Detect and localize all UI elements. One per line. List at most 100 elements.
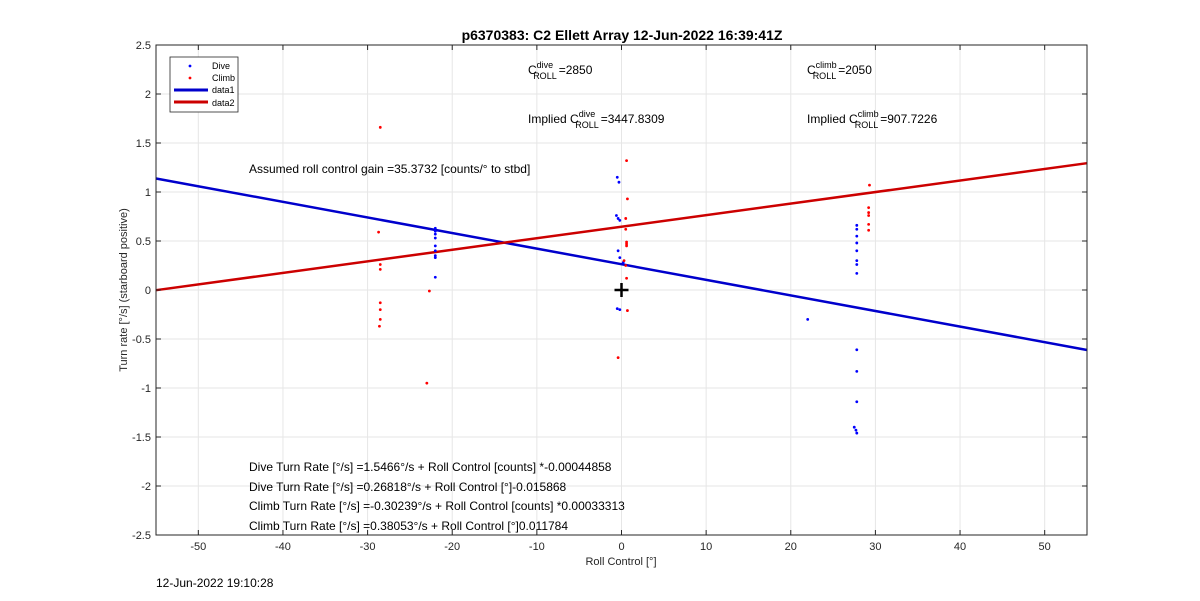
data-point-dive (618, 308, 622, 311)
data-point-dive (855, 431, 859, 435)
data-point-dive (433, 236, 437, 240)
data-point-climb (625, 159, 628, 163)
x-tick-label: 50 (1039, 541, 1051, 553)
data-point-dive (855, 223, 859, 227)
data-point-dive (855, 249, 859, 253)
fit-line-data1 (155, 177, 1088, 352)
equation-dive-counts: Dive Turn Rate [°/s] =1.5466°/s + Roll C… (249, 460, 612, 474)
y-tick-label: 2.5 (136, 40, 151, 52)
data-point-climb (427, 289, 431, 293)
data-point-climb (378, 268, 382, 271)
data-point-climb (624, 264, 628, 267)
data-point-dive (616, 249, 620, 253)
y-tick-label: -0.5 (132, 334, 151, 346)
data-point-dive (855, 227, 859, 231)
annotation-implied-c-roll-dive: Implied Cdive ROLL =3447.8309 (528, 109, 665, 130)
x-tick-label: 30 (869, 541, 881, 553)
data-point-dive (433, 226, 437, 230)
chart-title: p6370383: C2 Ellett Array 12-Jun-2022 16… (462, 27, 783, 43)
x-tick-label: 10 (700, 541, 712, 553)
data-point-climb (626, 197, 629, 201)
data-point-dive (615, 175, 619, 179)
annotation-implied-c-roll-climb: Implied Cclimb ROLL =907.7226 (807, 109, 938, 130)
data-point-dive (855, 263, 859, 266)
data-point-climb (867, 211, 871, 214)
x-tick-label: -40 (275, 541, 291, 553)
data-point-dive (433, 256, 437, 260)
x-axis-label: Roll Control [°] (585, 556, 656, 568)
timestamp-footer: 12-Jun-2022 19:10:28 (156, 576, 274, 590)
data-point-dive (433, 232, 437, 236)
data-point-dive (615, 307, 619, 311)
y-tick-label: -2 (141, 481, 151, 493)
data-point-dive (855, 271, 859, 275)
origin-marker (614, 283, 629, 297)
data-point-climb (622, 259, 626, 262)
legend-label-dive: Dive (212, 61, 230, 71)
data-point-dive (433, 254, 437, 258)
legend: Dive Climb data1 data2 (169, 56, 239, 113)
data-points (377, 125, 871, 435)
data-point-climb (377, 230, 380, 234)
data-point-climb (378, 301, 382, 305)
axis-ticks: -50 -40 -30 -20 -10 0 10 20 30 40 50-2.5-2-1.5-1-0… (132, 40, 1087, 553)
data-point-climb (624, 217, 628, 220)
data-point-dive (618, 256, 622, 260)
data-point-dive (855, 234, 859, 238)
y-tick-label: -2.5 (132, 530, 151, 542)
y-tick-label: 1.5 (136, 138, 151, 150)
data-point-climb (867, 206, 871, 210)
y-tick-label: 0.5 (136, 236, 151, 248)
x-tick-label: 20 (785, 541, 797, 553)
data-point-climb (867, 228, 871, 232)
y-tick-label: 1 (145, 187, 151, 199)
y-tick-label: -1 (141, 383, 151, 395)
data-point-climb (378, 125, 382, 129)
data-point-climb (626, 309, 629, 312)
data-point-climb (378, 324, 381, 328)
legend-label-data1: data1 (212, 85, 235, 95)
data-point-climb (625, 276, 628, 280)
y-tick-label: 0 (145, 285, 151, 297)
y-tick-label: 2 (145, 89, 151, 101)
data-point-dive (433, 244, 437, 248)
y-axis-label: Turn rate [°/s] (starboard positive) (118, 208, 130, 372)
data-point-climb (378, 318, 382, 321)
legend-label-climb: Climb (212, 73, 235, 83)
data-point-dive (433, 249, 437, 253)
data-point-climb (425, 381, 429, 385)
legend-label-data2: data2 (212, 98, 235, 108)
data-point-dive (616, 217, 620, 220)
data-point-dive (855, 259, 859, 262)
x-tick-label: -30 (360, 541, 376, 553)
data-point-dive (433, 275, 437, 279)
data-point-climb (378, 308, 382, 311)
data-point-dive (617, 180, 621, 184)
data-point-dive (855, 348, 859, 352)
data-point-climb (625, 240, 628, 244)
equation-climb-counts: Climb Turn Rate [°/s] =-0.30239°/s + Rol… (249, 499, 625, 513)
data-point-climb (624, 227, 628, 231)
data-point-dive (618, 219, 622, 222)
equation-climb-degrees: Climb Turn Rate [°/s] =0.38053°/s + Roll… (249, 519, 568, 533)
data-point-dive (806, 318, 810, 321)
data-point-climb (625, 244, 628, 248)
data-point-climb (625, 242, 628, 246)
annotation-c-roll-climb: Cclimb ROLL =2050 (807, 60, 872, 81)
data-point-dive (855, 241, 859, 245)
fit-line-data2 (155, 161, 1088, 292)
legend-marker-climb (188, 76, 192, 80)
data-point-dive (854, 428, 858, 432)
x-tick-label: 40 (954, 541, 966, 553)
x-tick-label: -50 (190, 541, 206, 553)
data-point-dive (855, 369, 859, 373)
data-point-climb (867, 214, 871, 217)
data-point-climb (868, 183, 871, 187)
data-point-climb (378, 263, 382, 266)
legend-marker-dive (188, 64, 192, 68)
fit-lines (155, 161, 1088, 352)
x-tick-label: -10 (529, 541, 545, 553)
data-point-dive (855, 400, 859, 404)
y-tick-label: -1.5 (132, 432, 151, 444)
